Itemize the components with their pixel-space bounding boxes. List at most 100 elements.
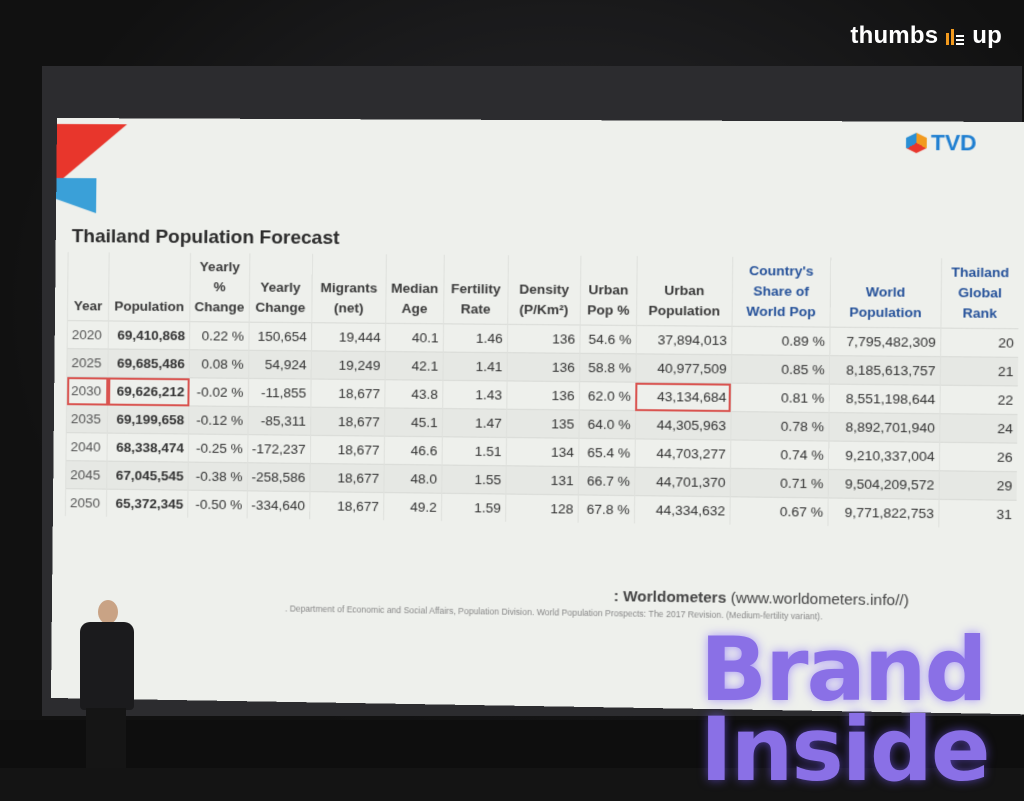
cell-population-highlighted: 69,626,212: [108, 377, 190, 406]
cell-year: 2050: [65, 489, 106, 517]
cell-yearly-change: 54,924: [248, 350, 311, 379]
header-world-population: World Population: [830, 257, 942, 328]
sign-line-2: Inside: [700, 710, 989, 790]
cell-global-rank: 26: [939, 442, 1017, 471]
cell-fertility: 1.47: [442, 409, 506, 438]
cell-fertility: 1.41: [443, 352, 507, 381]
cell-world-population: 9,504,209,572: [828, 470, 939, 500]
cell-migrants: 18,677: [310, 407, 384, 436]
cell-urban-pct: 58.8 %: [579, 353, 636, 382]
cell-migrants: 18,677: [309, 492, 383, 521]
cell-yearly-pct: -0.02 %: [189, 378, 248, 407]
cell-density: 136: [507, 324, 580, 353]
header-yearly-change: Yearly Change: [249, 253, 313, 322]
cell-fertility: 1.55: [442, 465, 506, 494]
source-citation: : Worldometers (www.worldometers.info//): [614, 588, 909, 610]
cell-yearly-pct: 0.22 %: [189, 322, 248, 351]
tvd-logo: TVD: [906, 130, 977, 157]
slide-title: Thailand Population Forecast: [72, 226, 340, 250]
source-label: : Worldometers: [614, 588, 727, 607]
cell-global-rank: 29: [939, 471, 1017, 500]
thumbs-up-icon: [944, 25, 966, 47]
cell-year: 2040: [66, 433, 107, 461]
cell-world-share: 0.89 %: [732, 326, 830, 355]
header-global-rank: Thailand Global Rank: [941, 258, 1019, 328]
cell-population: 69,685,486: [108, 349, 190, 378]
cell-year: 2035: [66, 405, 107, 433]
cell-world-population: 8,892,701,940: [829, 413, 940, 443]
cell-fertility: 1.46: [443, 324, 507, 353]
presenter-legs: [86, 708, 126, 768]
cell-global-rank: 21: [940, 357, 1018, 386]
cell-year: 2020: [67, 321, 108, 349]
cell-median-age: 48.0: [384, 464, 442, 493]
cell-year-highlighted: 2030: [67, 377, 108, 405]
cell-fertility: 1.51: [442, 437, 506, 466]
cell-world-population: 7,795,482,309: [830, 327, 941, 356]
cell-urban-pct: 65.4 %: [578, 438, 635, 467]
cell-migrants: 19,444: [311, 323, 385, 352]
cell-density: 136: [507, 381, 580, 410]
cell-fertility: 1.43: [442, 380, 506, 409]
cell-migrants: 19,249: [311, 351, 385, 380]
cell-migrants: 18,677: [310, 463, 384, 492]
cell-urban-pct: 54.6 %: [580, 325, 637, 354]
cell-density: 131: [506, 466, 579, 495]
cell-urban-population: 40,977,509: [636, 354, 732, 383]
watermark-text-2: up: [972, 22, 1002, 50]
cell-urban-pct: 66.7 %: [578, 467, 635, 496]
cell-global-rank: 31: [939, 499, 1017, 528]
table-header-row: Year Population Yearly % Change Yearly C…: [67, 252, 1019, 329]
cell-yearly-change: -172,237: [247, 435, 310, 464]
presenter-body: [80, 622, 134, 710]
population-forecast-table: Year Population Yearly % Change Yearly C…: [65, 252, 1019, 528]
cell-urban-population: 44,334,632: [634, 496, 730, 525]
header-median-age: Median Age: [385, 254, 444, 323]
cell-urban-pct: 64.0 %: [579, 410, 636, 439]
cell-yearly-change: 150,654: [248, 322, 311, 351]
presenter-figure: [62, 600, 142, 768]
slide-corner-blue-shape: [56, 178, 96, 213]
cell-yearly-pct: -0.38 %: [188, 462, 247, 491]
header-population: Population: [108, 252, 190, 321]
cell-yearly-pct: -0.50 %: [188, 490, 247, 518]
brand-inside-sign: Brand Inside: [700, 630, 989, 790]
header-urban-pop-pct: Urban Pop %: [580, 256, 637, 326]
cell-density: 128: [505, 494, 578, 523]
cell-global-rank: 22: [940, 385, 1018, 414]
cell-population: 65,372,345: [106, 489, 188, 518]
cell-yearly-change: -85,311: [247, 407, 310, 436]
header-migrants: Migrants (net): [312, 254, 387, 324]
cell-urban-pct: 67.8 %: [578, 495, 635, 524]
watermark-text-1: thumbs: [850, 22, 938, 50]
cell-density: 135: [506, 409, 579, 438]
cell-yearly-change: -258,586: [247, 463, 310, 492]
cell-urban-population: 44,305,963: [635, 411, 731, 440]
cell-median-age: 42.1: [385, 352, 443, 381]
source-url: (www.worldometers.info//): [731, 590, 909, 610]
cell-yearly-change: -334,640: [247, 491, 310, 519]
tvd-logo-icon: [906, 133, 927, 153]
cell-yearly-pct: 0.08 %: [189, 350, 248, 379]
cell-global-rank: 20: [940, 328, 1018, 357]
cell-urban-pct: 62.0 %: [579, 382, 636, 411]
cell-world-share: 0.71 %: [730, 468, 828, 498]
tvd-logo-text: TVD: [931, 130, 977, 157]
presenter-head: [98, 600, 118, 624]
cell-migrants: 18,677: [311, 379, 385, 408]
cell-world-population: 9,771,822,753: [828, 498, 939, 527]
cell-migrants: 18,677: [310, 435, 384, 464]
cell-population: 67,045,545: [107, 461, 189, 490]
cell-world-share: 0.78 %: [731, 412, 829, 441]
cell-density: 134: [506, 437, 579, 466]
header-fertility-rate: Fertility Rate: [443, 255, 508, 325]
cell-world-population: 9,210,337,004: [828, 441, 939, 471]
cell-year: 2045: [66, 461, 107, 490]
cell-world-share: 0.74 %: [730, 440, 828, 470]
cell-population: 69,410,868: [108, 321, 190, 350]
cell-median-age: 46.6: [384, 436, 442, 465]
cell-median-age: 49.2: [383, 493, 441, 521]
cell-urban-population: 37,894,013: [636, 325, 732, 354]
cell-world-population: 8,185,613,757: [829, 356, 940, 386]
cell-world-share: 0.67 %: [730, 497, 828, 526]
